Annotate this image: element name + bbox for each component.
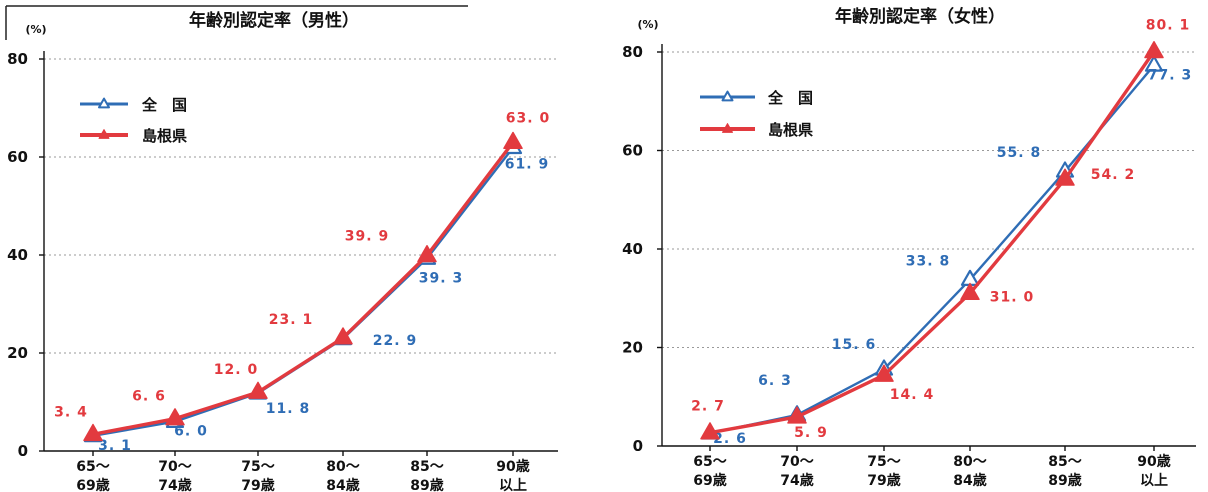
y-tick-label: 20 <box>7 344 28 362</box>
y-tick-label: 40 <box>622 240 643 258</box>
data-label-shimane: 23. 1 <box>269 312 313 328</box>
legend-label-shimane: 島根県 <box>768 121 813 139</box>
x-tick-label: 79歳 <box>867 472 900 489</box>
x-tick-label: 89歳 <box>410 477 443 492</box>
data-label-shimane: 12. 0 <box>214 362 258 378</box>
legend-marker-national <box>721 90 734 102</box>
x-tick-label: 69歳 <box>693 472 726 489</box>
data-label-shimane: 6. 6 <box>132 389 166 405</box>
data-label-national: 39. 3 <box>419 270 463 286</box>
data-point-shimane <box>787 406 807 424</box>
data-label-national: 6. 3 <box>758 373 792 389</box>
x-tick-label: 75～ <box>241 459 274 475</box>
x-tick-label: 80～ <box>953 454 986 470</box>
data-label-national: 2. 6 <box>713 431 747 447</box>
legend-label-national: 全 国 <box>141 96 187 114</box>
data-label-national: 6. 0 <box>174 424 208 440</box>
data-point-shimane <box>503 131 523 150</box>
series-line-shimane <box>709 50 1156 435</box>
y-tick-label: 0 <box>18 442 28 460</box>
x-tick-label: 89歳 <box>1048 472 1081 489</box>
y-unit-label: (%) <box>637 18 658 31</box>
y-tick-label: 60 <box>7 148 28 166</box>
data-label-shimane: 14. 4 <box>890 387 934 403</box>
x-tick-label: 84歳 <box>953 472 986 489</box>
data-label-national: 15. 6 <box>832 337 876 353</box>
chart-male: 年齢別認定率（男性） (%) 0 20 40 60 80 65～ 69歳 70～ 74歳 75～ 79歳… <box>5 5 558 492</box>
y-tick-label: 80 <box>622 43 643 61</box>
chart-female: 年齢別認定率（女性） (%) 0 20 40 60 80 65～ 69歳 70～ 74歳 75～ 79歳… <box>622 6 1196 489</box>
x-tick-label: 70～ <box>158 459 191 475</box>
data-point-shimane <box>1144 40 1164 59</box>
x-tick-label: 85～ <box>410 459 443 475</box>
data-label-shimane: 31. 0 <box>990 289 1034 305</box>
x-tick-label: 80～ <box>326 459 359 475</box>
data-label-national: 61. 9 <box>505 157 549 173</box>
series-line-shimane <box>92 141 515 437</box>
legend-marker-shimane <box>98 129 110 139</box>
legend-marker-national <box>98 97 110 109</box>
chart-title: 年齢別認定率（女性） <box>835 6 1005 27</box>
legend-label-national: 全 国 <box>767 89 813 107</box>
data-label-shimane: 39. 9 <box>345 228 389 244</box>
y-tick-label: 20 <box>622 339 643 357</box>
data-label-shimane: 5. 9 <box>794 425 828 441</box>
data-label-shimane: 63. 0 <box>506 110 550 126</box>
x-tick-label: 以上 <box>1140 473 1168 489</box>
data-label-shimane: 2. 7 <box>691 399 725 415</box>
x-tick-label: 70～ <box>780 454 813 470</box>
data-label-shimane: 3. 4 <box>54 404 88 420</box>
data-label-shimane: 54. 2 <box>1091 167 1135 183</box>
data-label-national: 11. 8 <box>266 401 310 417</box>
data-point-shimane <box>333 327 353 345</box>
data-point-shimane <box>248 381 268 399</box>
data-label-national: 22. 9 <box>373 333 417 349</box>
y-tick-label: 40 <box>7 246 28 264</box>
data-point-national <box>1144 55 1164 72</box>
y-unit-label: (%) <box>25 23 46 36</box>
x-tick-label: 79歳 <box>241 477 274 492</box>
x-tick-label: 69歳 <box>76 477 109 492</box>
data-point-shimane <box>417 244 437 263</box>
chart-title: 年齢別認定率（男性） <box>189 10 359 31</box>
x-tick-label: 90歳 <box>496 458 529 475</box>
data-point-shimane <box>700 422 720 440</box>
y-tick-label: 60 <box>622 142 643 160</box>
data-point-shimane <box>1055 168 1075 186</box>
legend-marker-shimane <box>722 123 733 133</box>
data-point-shimane <box>960 282 980 301</box>
y-tick-label: 80 <box>7 50 28 68</box>
x-tick-label: 74歳 <box>780 472 813 489</box>
data-label-national: 3. 1 <box>98 438 132 454</box>
data-point-shimane <box>874 364 894 382</box>
data-label-shimane: 80. 1 <box>1146 18 1190 34</box>
x-tick-label: 65～ <box>693 454 726 470</box>
x-tick-label: 74歳 <box>158 477 191 492</box>
x-tick-label: 65～ <box>76 459 109 475</box>
data-point-shimane <box>165 408 185 426</box>
data-point-shimane <box>83 423 103 442</box>
data-label-national: 33. 8 <box>906 254 950 270</box>
x-tick-label: 75～ <box>867 454 900 470</box>
y-tick-label: 0 <box>633 437 643 455</box>
data-label-national: 77. 3 <box>1148 67 1192 83</box>
x-tick-label: 以上 <box>499 478 527 492</box>
legend-label-shimane: 島根県 <box>142 127 187 145</box>
x-tick-label: 85～ <box>1048 454 1081 470</box>
data-label-national: 55. 8 <box>997 145 1041 161</box>
x-tick-label: 90歳 <box>1137 453 1170 470</box>
x-tick-label: 84歳 <box>326 477 359 492</box>
